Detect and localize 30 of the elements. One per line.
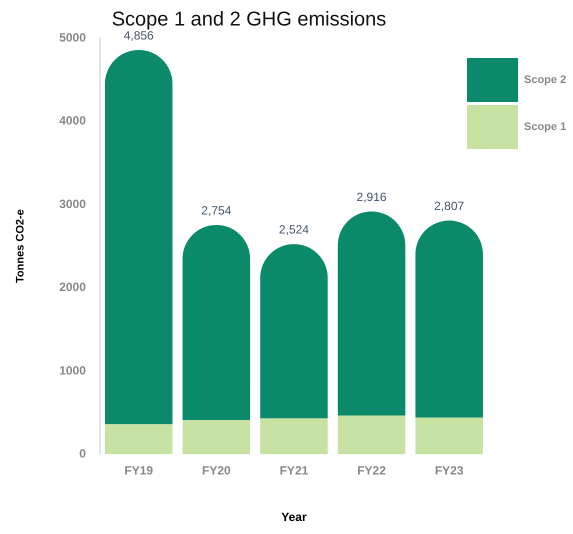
- x-tick-label: FY22: [357, 464, 386, 478]
- x-tick-label: FY20: [202, 464, 231, 478]
- bar: [182, 224, 250, 420]
- total-label: 2,754: [201, 203, 232, 218]
- x-tick-label: FY21: [280, 464, 309, 478]
- bar: [182, 420, 250, 454]
- bar: [104, 424, 172, 454]
- text: Scope 1: [524, 121, 566, 133]
- y-tick-label: 1000: [59, 363, 86, 378]
- bar: [260, 244, 328, 418]
- y-tick-label: 2000: [59, 280, 86, 294]
- total-label: 2,807: [434, 198, 465, 213]
- y-tick-label: 0: [79, 446, 86, 461]
- bar: [415, 220, 483, 418]
- y-tick-label: 5000: [59, 30, 86, 44]
- y-tick-label: 4000: [59, 114, 86, 128]
- total-label: 2,524: [278, 222, 310, 236]
- y-axis-title: Tonnes CO2-e: [14, 209, 27, 283]
- bar: [338, 415, 406, 454]
- x-tick-label: FY19: [124, 464, 154, 478]
- bar: [338, 211, 406, 416]
- bar: [260, 418, 328, 454]
- bar: [104, 50, 172, 424]
- chart-title: Scope 1 and 2 GHG emissions: [112, 8, 386, 31]
- total-label: 2,916: [356, 190, 387, 204]
- bar: [415, 418, 483, 454]
- text: Scope 2: [524, 74, 566, 86]
- y-tick-label: 3000: [59, 196, 86, 211]
- x-tick-label: FY23: [434, 464, 464, 478]
- x-axis-title: Year: [281, 510, 307, 524]
